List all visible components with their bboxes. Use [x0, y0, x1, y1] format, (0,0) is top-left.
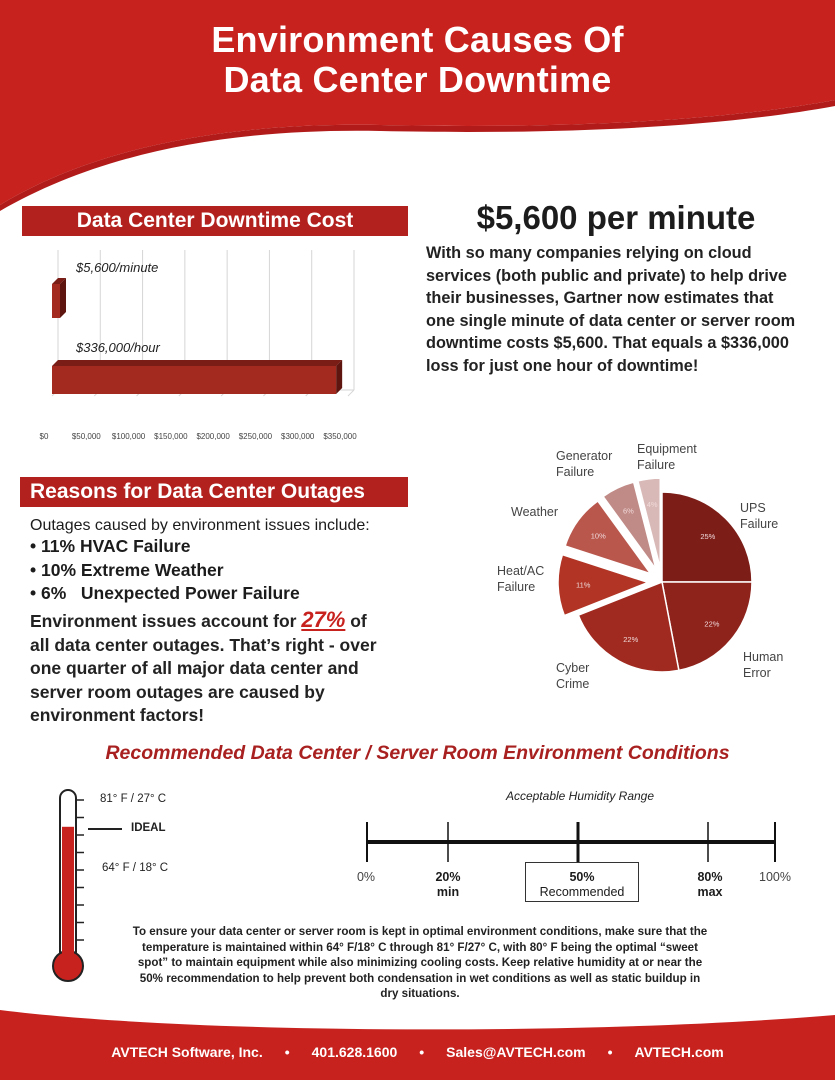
- pie-label-cyber-crime: Cyber Crime: [556, 661, 590, 691]
- environment-title: Recommended Data Center / Server Room En…: [105, 742, 730, 764]
- outage-summary-post: of all data center outages. That’s right…: [30, 611, 377, 725]
- cost-text-5: loss for just one hour of downtime!: [426, 356, 699, 375]
- ideal-label: IDEAL: [131, 822, 166, 834]
- x-tick-label: $250,000: [239, 432, 273, 441]
- pie-value-label: 11%: [576, 580, 591, 589]
- bar-side: [60, 278, 66, 318]
- cost-text-1: With so many companies relying on cloud …: [426, 244, 787, 308]
- pie-label-ups: UPS Failure: [740, 501, 779, 531]
- outage-pie-chart: 25% 22% 22% 11% 10% 6% 4%: [557, 477, 753, 673]
- humidity-0-label: 0%: [356, 870, 376, 884]
- thermometer-neck: [62, 946, 74, 958]
- cost-description: With so many companies relying on cloud …: [426, 242, 806, 378]
- outage-summary-pct: 27%: [301, 607, 346, 632]
- outage-intro: Outages caused by environment issues inc…: [30, 517, 370, 534]
- outage-label: Unexpected Power Failure: [80, 583, 300, 603]
- humidity-title: Acceptable Humidity Range: [505, 789, 655, 803]
- outage-pct: 11%: [41, 536, 76, 556]
- x-tick-label: $300,000: [281, 432, 315, 441]
- thermometer-icon: [52, 789, 84, 982]
- outage-pct: 10%: [41, 559, 77, 580]
- pie-label-human-error: Human Error: [743, 650, 784, 680]
- header-background: [0, 0, 835, 211]
- thermometer-fill: [62, 826, 74, 962]
- bar-top: [52, 278, 66, 284]
- footer-separator: •: [284, 1044, 290, 1060]
- cost-headline: $5,600 per minute: [476, 199, 756, 236]
- pie-label-equipment: Equipment Failure: [637, 442, 697, 472]
- humidity-20-label: 20% min: [435, 870, 461, 899]
- cost-text-3: . That equals a: [603, 334, 721, 353]
- pie-label-weather: Weather: [511, 505, 559, 519]
- footer-company: AVTECH Software, Inc.: [111, 1044, 263, 1060]
- downtime-cost-header: Data Center Downtime Cost: [22, 206, 408, 236]
- humidity-100-label: 100%: [759, 870, 791, 884]
- pie-slice: [564, 499, 653, 576]
- pie-slice: [577, 580, 680, 673]
- x-tick-label: $50,000: [72, 432, 101, 441]
- temp-high-label: 81° F / 27° C: [100, 793, 167, 805]
- pie-label-heat-ac: Heat/AC Failure: [497, 564, 545, 594]
- outage-list: • 11% HVAC Failure • 10% Extreme Weather…: [30, 535, 300, 606]
- pie-value-label: 4%: [647, 500, 658, 509]
- bar: [52, 284, 60, 318]
- pie-value-label: 25%: [700, 532, 715, 541]
- outage-summary-pre: Environment issues account for: [30, 611, 302, 631]
- list-item: • 10% Extreme Weather: [30, 559, 224, 580]
- footer-separator: •: [419, 1044, 425, 1060]
- humidity-80-label: 80% max: [697, 870, 723, 899]
- footer-background: [0, 1010, 835, 1080]
- downtime-cost-chart: $0 $50,000 $100,000 $150,000 $200,000 $250,00…: [40, 250, 357, 441]
- pie-value-label: 22%: [704, 619, 719, 628]
- footer-separator: •: [607, 1044, 613, 1060]
- environment-footnote: To ensure your data center or server roo…: [132, 925, 708, 1001]
- outage-label: HVAC Failure: [79, 536, 191, 556]
- bar-label: $336,000/hour: [75, 340, 161, 355]
- footer-website-link[interactable]: AVTECH.com: [634, 1044, 724, 1060]
- title-line-1: Environment Causes Of: [211, 19, 624, 60]
- cost-text-4: $336,000: [720, 334, 789, 353]
- outage-summary: Environment issues account for 27% of al…: [30, 608, 390, 728]
- pie-slice: [661, 491, 753, 583]
- pie-slice: [661, 581, 753, 672]
- list-item: • 6% Unexpected Power Failure: [30, 583, 300, 603]
- outage-label: Extreme Weather: [80, 559, 224, 580]
- pie-value-label: 22%: [623, 635, 638, 644]
- temp-low-label: 64° F / 18° C: [102, 862, 169, 874]
- footer-phone-link[interactable]: 401.628.1600: [311, 1044, 398, 1060]
- x-tick-label: $150,000: [154, 432, 188, 441]
- page-title: Environment Causes Of Data Center Downti…: [0, 20, 835, 100]
- bar-label: $5,600/minute: [75, 260, 158, 275]
- humidity-scale: [366, 822, 776, 862]
- pie-value-label: 10%: [591, 532, 606, 541]
- reasons-header: Reasons for Data Center Outages: [20, 477, 408, 507]
- outage-pct: 6%: [41, 583, 67, 603]
- x-tick-label: $200,000: [196, 432, 230, 441]
- x-tick-label: $0: [40, 432, 49, 441]
- gridline: [347, 389, 355, 397]
- bar-side: [336, 360, 343, 394]
- ideal-marker: [88, 828, 122, 830]
- pie-slice: [636, 477, 661, 569]
- recommended-box: [525, 862, 639, 902]
- footer: AVTECH Software, Inc. • 401.628.1600 • Sales…: [0, 1044, 835, 1060]
- list-item: • 11% HVAC Failure: [30, 536, 191, 556]
- pie-value-label: 6%: [623, 507, 634, 516]
- x-tick-label: $350,000: [323, 432, 357, 441]
- pie-slice: [557, 553, 651, 617]
- pie-slice: [602, 481, 657, 570]
- bar-top: [52, 360, 343, 366]
- x-tick-label: $100,000: [112, 432, 146, 441]
- humidity-50-label: 50% Recommended: [539, 870, 625, 899]
- cost-text-2: one single minute of data center or serv…: [426, 311, 796, 353]
- pie-label-generator: Generator Failure: [556, 449, 613, 479]
- bar: [52, 366, 337, 394]
- title-line-2: Data Center Downtime: [223, 59, 612, 100]
- footer-email-link[interactable]: Sales@AVTECH.com: [446, 1044, 586, 1060]
